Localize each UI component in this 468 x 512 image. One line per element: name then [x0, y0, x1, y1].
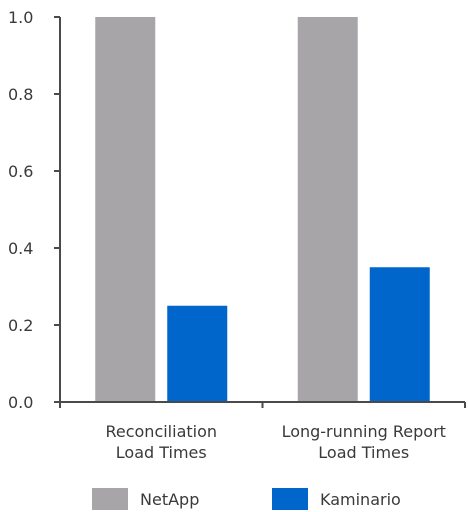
legend-item-netapp: NetApp: [92, 488, 199, 510]
bar-netapp-1: [95, 17, 156, 401]
y-tick-label: 0.2: [8, 316, 33, 335]
bar-netapp-2: [297, 17, 358, 401]
legend-swatch: [272, 488, 308, 510]
category-label: Long-running Report: [282, 422, 446, 441]
category-label: Reconciliation: [105, 422, 217, 441]
legend: NetApp Kaminario: [92, 488, 401, 510]
bars: [95, 17, 430, 401]
category-label: Load Times: [318, 443, 409, 462]
y-axis: 0.0 0.2 0.4 0.6 0.8 1.0: [8, 8, 61, 412]
y-tick-label: 0.8: [8, 85, 33, 104]
y-tick-label: 1.0: [8, 8, 33, 27]
category-labels: Reconciliation Load Times Long-running Rep…: [105, 422, 445, 462]
legend-swatch: [92, 488, 128, 510]
y-tick-label: 0.4: [8, 239, 33, 258]
bar-kaminario-2: [369, 267, 430, 401]
category-label: Load Times: [116, 443, 207, 462]
legend-label: NetApp: [140, 490, 199, 509]
bar-kaminario-1: [167, 305, 228, 401]
legend-label: Kaminario: [320, 490, 401, 509]
y-tick-label: 0.6: [8, 162, 33, 181]
x-axis: [59, 401, 466, 408]
legend-item-kaminario: Kaminario: [272, 488, 401, 510]
y-tick-label: 0.0: [8, 393, 33, 412]
